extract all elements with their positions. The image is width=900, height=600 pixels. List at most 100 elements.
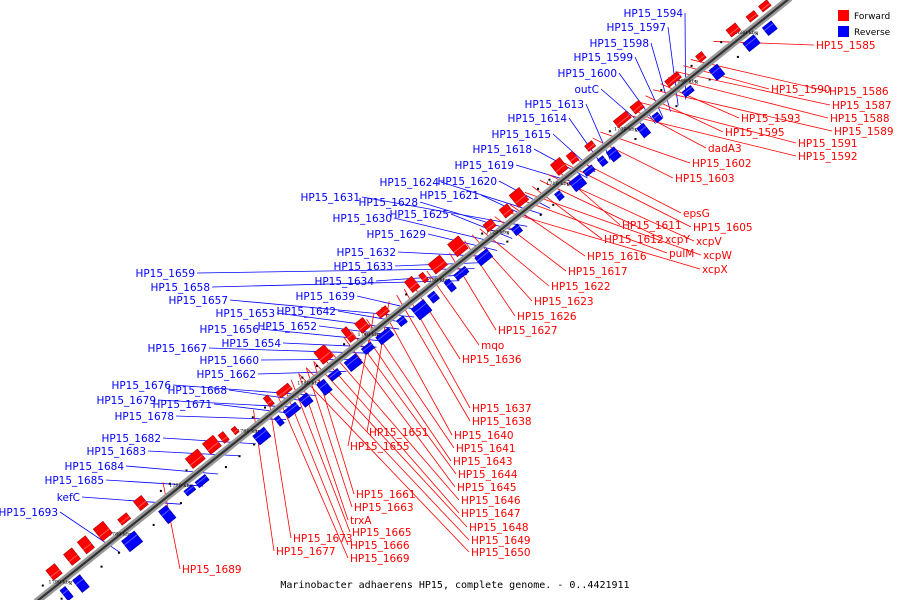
reverse-gene-shade	[744, 37, 757, 47]
forward-gene-shade	[587, 143, 595, 151]
gene-label: HP15_1611	[622, 220, 682, 232]
leader-line	[568, 117, 604, 167]
leader-line	[502, 210, 701, 270]
tiny-feature	[634, 137, 637, 140]
leader-line	[381, 307, 453, 436]
gene-label: HP15_1661	[356, 489, 416, 501]
gene-label: HP15_1630	[332, 213, 392, 225]
forward-gene-shade	[729, 27, 740, 36]
gene-label: HP15_1623	[534, 296, 594, 308]
leader-line	[228, 389, 309, 402]
kbp-tick-label: 1750 kbp	[297, 380, 321, 386]
forward-gene	[63, 547, 81, 566]
gene-label: HP15_1645	[457, 482, 517, 494]
reverse-gene-shade	[571, 177, 583, 187]
gene-label: HP15_1613	[524, 99, 584, 111]
forward-gene	[133, 495, 149, 511]
kbp-tick-label: 1770 kbp	[169, 483, 193, 489]
gene-label: HP15_1624	[379, 177, 439, 189]
forward-gene-shade	[137, 500, 147, 508]
gene-label: HP15_1637	[472, 403, 532, 415]
reverse-gene-shade	[161, 509, 170, 517]
gene-label: HP15_1651	[369, 427, 429, 439]
tiny-feature	[238, 455, 241, 458]
gene-label: HP15_1653	[215, 308, 275, 320]
gene-label: HP15_1633	[333, 261, 393, 273]
forward-gene-shade	[453, 243, 466, 253]
leader-line	[257, 370, 347, 375]
forward-gene	[217, 431, 230, 444]
reverse-gene	[158, 504, 177, 525]
forward-gene	[340, 326, 356, 343]
kbp-tick-label: 1730 kbp	[425, 278, 449, 284]
gene-label: HP15_1662	[196, 369, 256, 381]
reverse-gene	[183, 484, 197, 497]
forward-gene-shade	[422, 276, 427, 281]
reverse-gene-shade	[682, 86, 693, 95]
reverse-gene	[636, 122, 652, 139]
gene-label: HP15_1631	[300, 192, 360, 204]
gene-label: HP15_1600	[557, 68, 617, 80]
map-caption: Marinobacter adhaerens HP15, complete ge…	[280, 580, 629, 591]
forward-gene-shade	[279, 386, 291, 397]
tiny-feature	[117, 551, 120, 554]
leader-line	[337, 310, 407, 324]
forward-gene-shade	[221, 436, 228, 441]
gene-label: HP15_1615	[491, 129, 551, 141]
tiny-feature	[41, 584, 44, 587]
kbp-tick	[755, 31, 759, 36]
kbp-tick-label: 1780 kbp	[109, 531, 133, 537]
leader-line	[282, 342, 377, 348]
gene-label: HP15_1669	[350, 553, 410, 565]
gene-label: xcpY	[665, 234, 690, 246]
leader-line	[318, 325, 392, 336]
forward-gene-shade	[698, 54, 705, 61]
gene-label: HP15_1640	[454, 430, 514, 442]
forward-gene	[403, 275, 421, 293]
tiny-feature	[736, 55, 739, 58]
kbp-tick-label: 1790 kbp	[48, 580, 72, 586]
forward-gene	[584, 140, 597, 152]
forward-gene-shade	[359, 323, 368, 331]
gene-label: HP15_1652	[257, 321, 317, 333]
gene-label: HP15_1641	[456, 443, 516, 455]
reverse-gene-shade	[329, 369, 339, 379]
forward-gene-shade	[83, 542, 92, 551]
leader-line	[450, 213, 513, 239]
reverse-gene	[742, 34, 761, 53]
forward-gene-shade	[432, 260, 446, 271]
gene-label: HP15_1659	[135, 268, 195, 280]
gene-label: HP15_1612	[604, 234, 664, 246]
legend-forward-label: Forward	[854, 12, 890, 22]
genome-axis	[33, 0, 793, 600]
forward-gene	[664, 71, 682, 88]
forward-gene	[375, 305, 390, 319]
tiny-feature	[548, 178, 551, 181]
leader-line	[675, 71, 831, 106]
kbp-tick	[69, 581, 73, 586]
forward-gene	[117, 512, 132, 526]
reverse-gene	[375, 327, 395, 346]
leader-line	[396, 294, 471, 422]
forward-gene	[275, 382, 293, 399]
tiny-feature	[301, 376, 304, 379]
leader-line	[268, 397, 292, 539]
forward-gene	[695, 51, 707, 63]
gene-label: HP15_1639	[295, 291, 355, 303]
reverse-gene	[708, 63, 726, 81]
forward-gene	[565, 150, 580, 165]
gene-label: HP15_1671	[152, 399, 212, 411]
reverse-gene-shade	[362, 343, 373, 352]
gene-label: HP15_1682	[101, 433, 161, 445]
gene-labels: HP15_1594 HP15_1597 HP15_1598 HP15_1599 HP15…	[0, 8, 894, 576]
gene-label: HP15_1627	[498, 325, 558, 337]
kbp-tick-label: 1760 kbp	[237, 429, 261, 435]
kbp-ticks: 1680 kbp 1690 kbp 1700 kbp 1710 kbp 1720 kbp…	[48, 30, 758, 586]
gene-label: HP15_1658	[150, 282, 210, 294]
tiny-feature	[251, 416, 254, 419]
forward-gene	[498, 203, 514, 219]
tiny-feature	[675, 105, 678, 108]
leader-line	[618, 72, 656, 124]
leader-line	[328, 349, 460, 501]
forward-gene	[725, 22, 742, 38]
